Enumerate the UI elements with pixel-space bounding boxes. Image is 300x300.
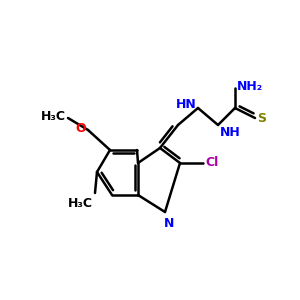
Text: NH: NH xyxy=(220,127,241,140)
Text: Cl: Cl xyxy=(205,157,218,169)
Text: N: N xyxy=(164,217,174,230)
Text: S: S xyxy=(257,112,266,124)
Text: HN: HN xyxy=(176,98,197,110)
Text: O: O xyxy=(75,122,86,134)
Text: H₃C: H₃C xyxy=(68,197,93,210)
Text: H₃C: H₃C xyxy=(41,110,66,122)
Text: NH₂: NH₂ xyxy=(237,80,263,92)
